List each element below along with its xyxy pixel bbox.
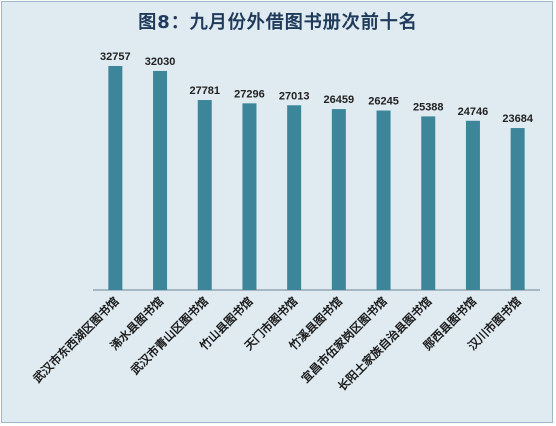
bar-9 (465, 120, 480, 290)
bar-2 (153, 70, 168, 290)
bar-8 (421, 116, 436, 291)
bars (108, 66, 525, 291)
bar-6 (331, 109, 346, 290)
value-label-8: 25388 (413, 101, 444, 113)
value-labels: 32757 32030 27781 27296 27013 26459 26245 25388… (100, 51, 534, 125)
category-label-1: 武汉市东西湖区图书馆 (30, 294, 122, 386)
value-label-5: 27013 (279, 90, 310, 102)
bar-10 (510, 128, 525, 290)
bar-1 (108, 66, 123, 290)
bar-3 (197, 100, 212, 291)
value-label-1: 32757 (100, 51, 131, 63)
category-label-7: 宜昌市伍家岗区图书馆 (298, 294, 390, 386)
value-label-2: 32030 (145, 56, 176, 68)
value-label-4: 27296 (234, 88, 265, 100)
value-label-6: 26459 (324, 94, 355, 106)
value-label-3: 27781 (189, 85, 220, 97)
bar-7 (376, 110, 391, 290)
category-label-3: 武汉市青山区图书馆 (128, 294, 211, 377)
bar-4 (242, 103, 257, 290)
bar-5 (287, 105, 302, 290)
chart-title: 图8：九月份外借图书册次前十名 (138, 12, 418, 33)
value-label-7: 26245 (368, 96, 399, 108)
category-labels: 武汉市东西湖区图书馆浠水县图书馆武汉市青山区图书馆竹山县图书馆天门市图书馆竹溪县… (30, 294, 524, 394)
value-label-10: 23684 (502, 113, 533, 125)
value-label-9: 24746 (458, 106, 489, 118)
